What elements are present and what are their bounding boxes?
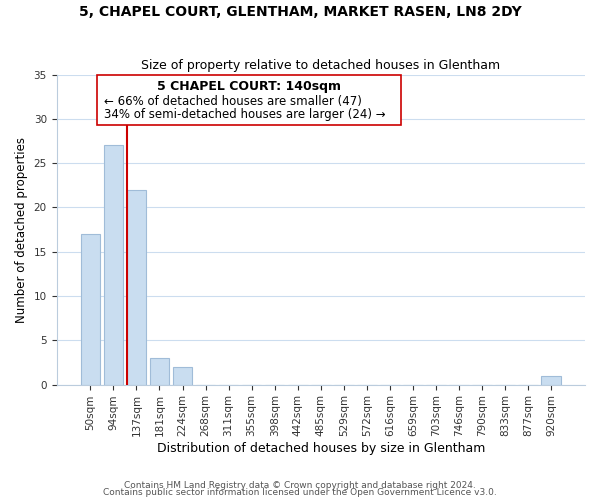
Bar xyxy=(149,358,169,384)
Bar xyxy=(127,190,146,384)
Text: ← 66% of detached houses are smaller (47): ← 66% of detached houses are smaller (47… xyxy=(104,94,362,108)
Text: 5 CHAPEL COURT: 140sqm: 5 CHAPEL COURT: 140sqm xyxy=(157,80,341,94)
Title: Size of property relative to detached houses in Glentham: Size of property relative to detached ho… xyxy=(141,59,500,72)
Text: Contains public sector information licensed under the Open Government Licence v3: Contains public sector information licen… xyxy=(103,488,497,497)
Bar xyxy=(80,234,100,384)
Text: 34% of semi-detached houses are larger (24) →: 34% of semi-detached houses are larger (… xyxy=(104,108,386,121)
Bar xyxy=(173,367,193,384)
X-axis label: Distribution of detached houses by size in Glentham: Distribution of detached houses by size … xyxy=(157,442,485,455)
Text: 5, CHAPEL COURT, GLENTHAM, MARKET RASEN, LN8 2DY: 5, CHAPEL COURT, GLENTHAM, MARKET RASEN,… xyxy=(79,5,521,19)
Text: Contains HM Land Registry data © Crown copyright and database right 2024.: Contains HM Land Registry data © Crown c… xyxy=(124,480,476,490)
Bar xyxy=(97,74,401,125)
Y-axis label: Number of detached properties: Number of detached properties xyxy=(15,136,28,322)
Bar xyxy=(541,376,561,384)
Bar xyxy=(104,146,123,384)
